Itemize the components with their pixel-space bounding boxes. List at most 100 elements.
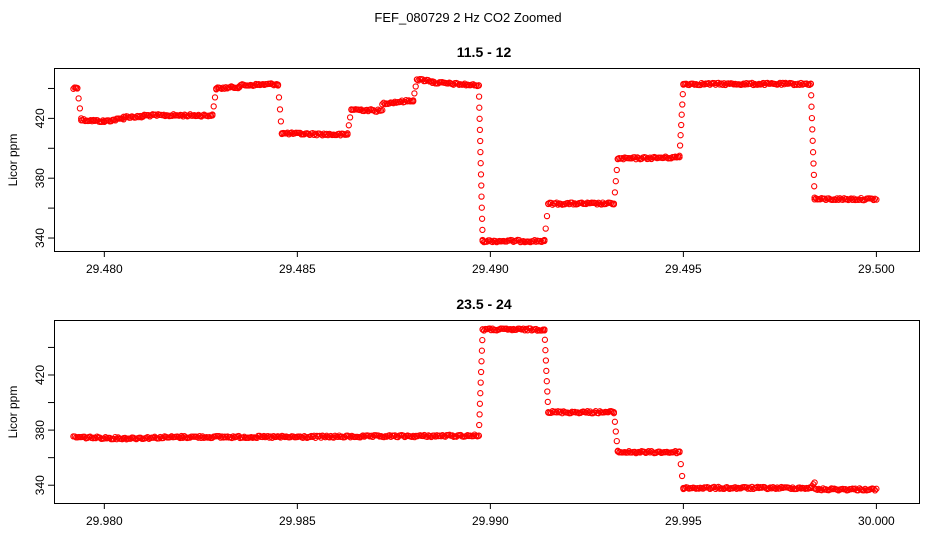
data-point [476, 411, 483, 418]
x-tick-label: 29.495 [665, 262, 702, 276]
data-point [642, 154, 649, 161]
data-point [211, 94, 219, 101]
data-point [277, 434, 284, 441]
y-tick-label: 340 [33, 475, 47, 495]
data-point [477, 160, 484, 167]
y-tick-label: 340 [33, 228, 47, 248]
data-point [278, 130, 286, 138]
data-point [612, 178, 619, 185]
data-point [476, 126, 484, 134]
data-point [508, 326, 516, 334]
panel-1-frame [54, 68, 920, 252]
data-point [425, 77, 432, 84]
panel-1: 11.5 - 12 Licor ppm 29.480 29.485 29.490 29… [6, 44, 920, 276]
panel-1-points [70, 75, 880, 246]
data-point [772, 485, 779, 492]
data-point [98, 118, 105, 126]
data-point [477, 368, 485, 376]
data-point [719, 81, 726, 88]
data-point [809, 137, 816, 144]
data-point [305, 130, 312, 138]
data-point [796, 484, 803, 491]
data-point [523, 325, 530, 333]
data-point [543, 378, 550, 385]
data-point [808, 92, 815, 99]
data-point [544, 398, 551, 406]
x-tick-label: 29.480 [86, 262, 123, 276]
data-point [276, 106, 284, 113]
data-point [478, 358, 485, 365]
data-point [478, 193, 485, 200]
data-point [477, 379, 484, 386]
data-point [676, 142, 684, 149]
data-point [543, 212, 551, 220]
panel-2-frame [54, 320, 920, 504]
data-point [612, 428, 619, 435]
data-point [260, 432, 268, 440]
figure-title: FEF_080729 2 Hz CO2 Zoomed [374, 10, 561, 25]
data-point [477, 148, 484, 156]
data-point [478, 182, 485, 189]
data-point [810, 171, 818, 179]
data-point [437, 433, 445, 440]
data-point [811, 479, 818, 486]
data-point [479, 226, 486, 234]
data-point [873, 485, 880, 492]
panel-1-y-axis: 340 380 420 [33, 87, 54, 248]
x-tick-label: 29.990 [472, 514, 509, 528]
data-point [478, 215, 486, 222]
data-point [613, 437, 620, 445]
data-point [375, 432, 382, 439]
data-point [135, 113, 142, 121]
data-point [476, 115, 483, 122]
data-point [835, 196, 842, 203]
x-tick-label: 30.000 [858, 514, 895, 528]
data-point [346, 114, 354, 121]
data-point [611, 418, 619, 425]
data-point [776, 485, 784, 492]
data-point [676, 152, 683, 159]
data-point [833, 195, 841, 202]
data-point [542, 225, 549, 232]
data-point [358, 433, 365, 440]
data-point [256, 432, 263, 440]
data-point [344, 130, 351, 137]
data-point [454, 80, 461, 87]
panel-2-ylabel: Licor ppm [6, 386, 20, 439]
data-point [645, 447, 652, 455]
data-point [475, 93, 483, 100]
data-point [870, 196, 877, 204]
data-point [869, 195, 876, 202]
data-point [593, 201, 601, 208]
panel-2-x-axis: 29.980 29.985 29.990 29.995 30.000 [86, 503, 895, 528]
data-point [228, 434, 235, 442]
data-point [679, 101, 686, 108]
data-point [478, 204, 485, 211]
data-point [475, 432, 482, 439]
data-point [274, 82, 282, 89]
data-point [711, 80, 718, 87]
data-point [542, 347, 549, 354]
data-point [379, 107, 386, 114]
data-point [74, 85, 81, 92]
panel-1-x-axis: 29.480 29.485 29.490 29.495 29.500 [86, 251, 895, 276]
x-tick-label: 29.485 [279, 262, 316, 276]
data-point [809, 149, 817, 156]
panel-2-title: 23.5 - 24 [456, 296, 511, 312]
data-point [477, 390, 484, 397]
data-point [610, 409, 618, 416]
data-point [678, 472, 686, 480]
panel-2-points [70, 325, 880, 494]
data-point [570, 201, 577, 208]
data-point [750, 81, 757, 89]
data-point [807, 80, 814, 88]
data-point [676, 448, 683, 456]
data-point [677, 132, 684, 139]
data-point [677, 460, 684, 468]
data-point [810, 160, 817, 167]
data-point [678, 121, 685, 129]
panel-1-ylabel: Licor ppm [6, 134, 20, 187]
y-tick-label: 380 [33, 420, 47, 440]
data-point [541, 326, 548, 333]
